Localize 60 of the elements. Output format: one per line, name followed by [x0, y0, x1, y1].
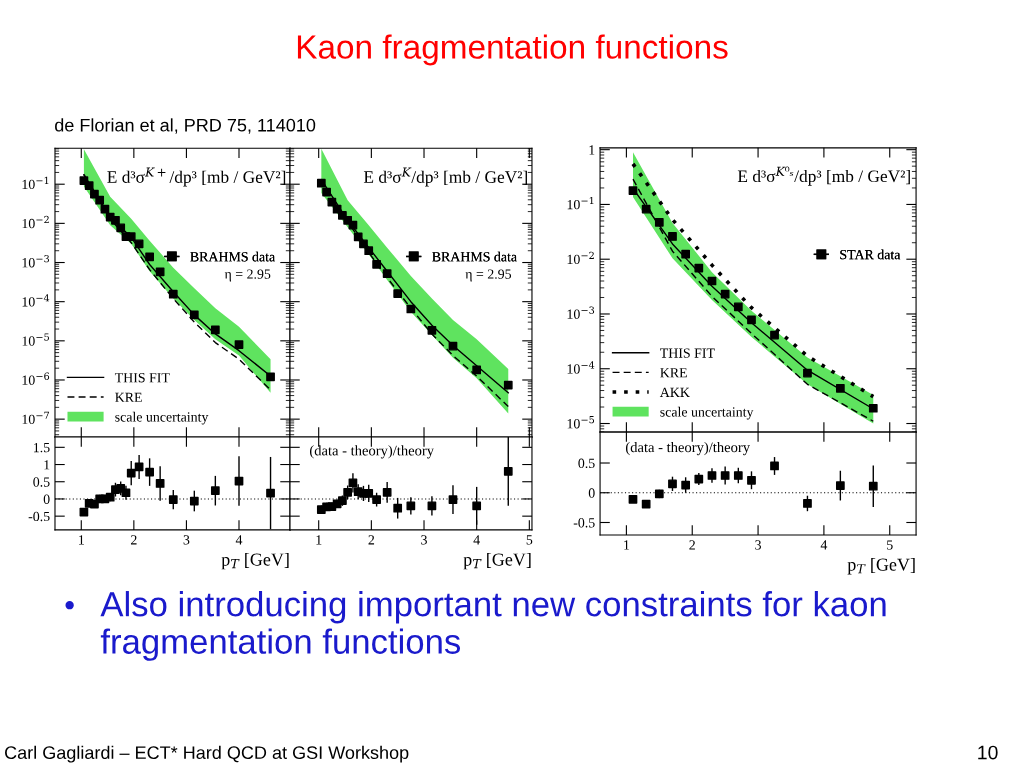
annotation: E d³σ$^{K+}$/dp³ [mb / GeV²] — [107, 167, 286, 187]
y-tick-label: 1.5 — [33, 442, 50, 453]
text: Also introducing important new constraints for kaon fragmentation functions — [100, 591, 886, 661]
annotation: η = 2.95 — [224, 269, 271, 282]
y-tick-label: 10$^{−3}$ — [567, 306, 595, 319]
y-tick-label: -0.5 — [573, 518, 595, 528]
legend-label: THIS FIT — [114, 373, 170, 383]
x-tick-label: 1 — [79, 535, 84, 545]
legend-label: KRE — [660, 368, 687, 378]
x-tick-label: 1 — [624, 540, 630, 550]
legend-label: KRE — [115, 392, 142, 402]
text: Carl Gagliardi – ECT* Hard QCD at GSI Workshop — [5, 745, 409, 763]
annotation: E d³σ$^{K}$/dp³ [mb / GeV²] — [363, 167, 527, 187]
annotation: E d³σ$^{K⁰ₛ}$/dp³ [mb / GeV²] — [737, 166, 910, 186]
y-tick-label: -0.5 — [28, 511, 50, 522]
y-tick-label: 1 — [44, 460, 50, 470]
x-tick-label: 3 — [183, 535, 190, 545]
x-axis-title: p$_{T}$ [GeV] — [221, 552, 289, 570]
text: de Florian et al, PRD 75, 114010 — [55, 118, 316, 134]
y-tick-label: 0 — [43, 494, 50, 504]
x-tick-label: 3 — [421, 535, 427, 545]
x-tick-label: 4 — [820, 540, 828, 550]
legend-label: BRAHMS data — [432, 251, 517, 262]
annotation: scale uncertainty — [660, 406, 754, 420]
y-tick-label: 0.5 — [578, 458, 595, 469]
annotation: (data - theory)/theory — [309, 445, 435, 459]
legend-label: STAR data — [840, 249, 901, 260]
y-tick-label: 0 — [588, 488, 595, 498]
annotation: scale uncertainty — [115, 411, 209, 425]
x-tick-label: 4 — [473, 535, 480, 545]
y-tick-label: 10$^{−6}$ — [22, 372, 50, 385]
annotation: (data - theory)/theory — [625, 441, 750, 456]
x-tick-label: 4 — [235, 535, 243, 545]
y-tick-label: 10$^{−5}$ — [22, 333, 49, 346]
y-tick-label: 10$^{−1}$ — [567, 196, 594, 210]
x-tick-label: 3 — [755, 540, 761, 550]
x-axis-title: p$_{T}$ [GeV] — [847, 558, 915, 575]
legend-label: AKK — [659, 387, 690, 397]
text: 10 — [978, 745, 998, 760]
annotation: η = 2.95 — [465, 269, 512, 282]
text: Kaon fragmentation functions — [297, 34, 728, 66]
x-tick-label: 5 — [526, 535, 533, 545]
x-tick-label: 1 — [316, 535, 322, 545]
y-tick-label: 1 — [589, 145, 595, 155]
legend-label: THIS FIT — [660, 348, 715, 358]
legend-label: BRAHMS data — [190, 251, 275, 262]
y-tick-label: 10$^{−2}$ — [567, 251, 594, 265]
y-tick-label: 10$^{−2}$ — [22, 215, 49, 229]
y-tick-label: 10$^{−5}$ — [567, 416, 595, 429]
y-tick-label: 10$^{−4}$ — [22, 294, 50, 307]
y-tick-label: 10$^{−7}$ — [22, 411, 50, 425]
y-tick-label: 10$^{−1}$ — [22, 176, 49, 190]
y-tick-label: 10$^{−3}$ — [22, 254, 49, 268]
x-tick-label: 2 — [368, 535, 375, 545]
x-axis-title: p$_{T}$ [GeV] — [463, 552, 531, 570]
y-tick-label: 10$^{−4}$ — [567, 361, 595, 374]
x-tick-label: 2 — [689, 540, 695, 550]
y-tick-label: 0.5 — [33, 477, 50, 487]
x-tick-label: 2 — [130, 535, 137, 545]
x-tick-label: 5 — [887, 540, 893, 550]
